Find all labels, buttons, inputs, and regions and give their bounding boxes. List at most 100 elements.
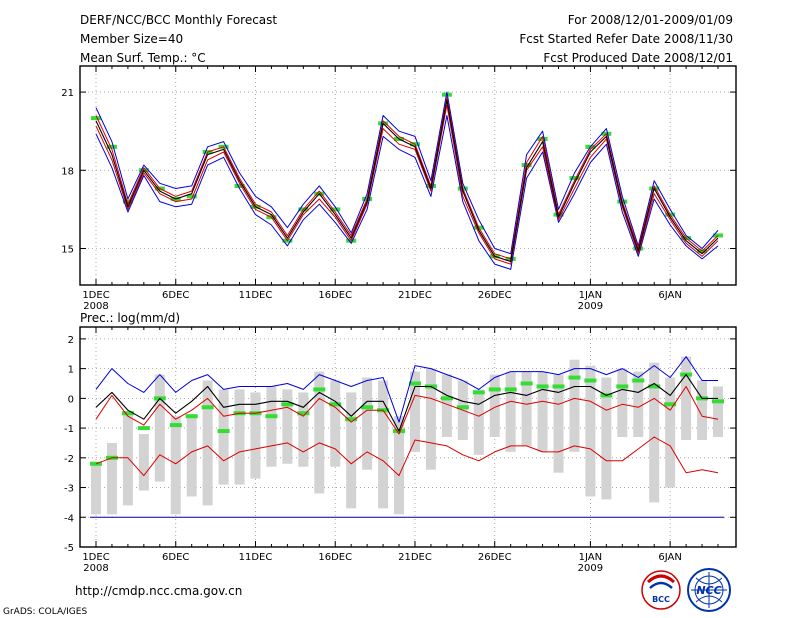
x-tick-label-7: 6JAN — [658, 552, 681, 563]
y-tick-label-5: 0 — [68, 394, 74, 405]
precip-box-32 — [585, 365, 596, 497]
svg-text:NCC: NCC — [696, 584, 721, 597]
x-tick-label-4: 21DEC — [398, 290, 432, 301]
obs-marker-precip-26 — [488, 387, 501, 392]
x-tick-year-6: 2009 — [578, 301, 603, 312]
precip-box-31 — [569, 359, 580, 452]
precip-box-39 — [697, 380, 708, 440]
precip-box-22 — [425, 368, 436, 470]
obs-marker-precip-17 — [345, 417, 358, 422]
precip-box-21 — [409, 371, 420, 452]
precip-box-4 — [138, 434, 149, 491]
y-tick-label-2: -3 — [64, 484, 74, 495]
x-tick-year-0: 2008 — [83, 301, 108, 312]
figure-title: DERF/NCC/BCC Monthly Forecast — [80, 13, 277, 27]
y-tick-label-6: 1 — [68, 365, 74, 376]
x-tick-label-3: 16DEC — [318, 290, 352, 301]
temp-spread-lower-line — [95, 104, 719, 265]
precip-box-40 — [713, 386, 723, 437]
obs-marker-precip-12 — [265, 414, 278, 419]
obs-marker-precip-24 — [456, 405, 469, 410]
precip-box-3 — [122, 413, 133, 506]
precip-box-10 — [234, 389, 245, 485]
precip-box-6 — [170, 416, 181, 515]
precip-box-2 — [106, 442, 117, 515]
forecast-produced-date: Fcst Produced Date 2008/12/01 — [543, 51, 733, 65]
precip-box-11 — [250, 392, 261, 479]
x-tick-label-2: 11DEC — [239, 552, 273, 563]
y-tick-label-3: -2 — [64, 454, 74, 465]
x-tick-label-5: 26DEC — [478, 552, 512, 563]
x-tick-label-7: 6JAN — [658, 290, 681, 301]
x-tick-label-1: 6DEC — [162, 290, 189, 301]
precip-spread-upper-line — [95, 386, 719, 435]
variable-label: Mean Surf. Temp.: °C — [80, 51, 206, 65]
y-tick-label-7: 2 — [68, 335, 74, 346]
obs-marker-temp-29 — [537, 137, 548, 141]
obs-marker-temp-1 — [91, 116, 101, 121]
y-tick-label-4: -1 — [64, 424, 74, 435]
grads-credit: GrADS: COLA/IGES — [3, 607, 87, 617]
obs-marker-precip-8 — [201, 405, 214, 410]
precip-box-23 — [441, 374, 452, 437]
temp-ensemble-mean-line — [95, 99, 719, 263]
forecast-period: For 2008/12/01-2009/01/09 — [568, 13, 733, 27]
obs-marker-precip-6 — [169, 423, 182, 428]
obs-marker-precip-31 — [568, 375, 581, 380]
temp-spread-upper-line — [95, 96, 719, 260]
precip-box-14 — [298, 392, 309, 467]
precip-box-7 — [186, 416, 197, 497]
obs-marker-precip-40 — [712, 399, 724, 404]
obs-marker-temp-2 — [106, 144, 117, 149]
obs-marker-precip-28 — [520, 381, 533, 386]
precip-ensemble-max-line — [95, 356, 718, 423]
y-tick-label-1: -4 — [64, 513, 74, 524]
x-tick-label-3: 16DEC — [318, 552, 352, 563]
temp-ensemble-min-line — [95, 115, 719, 270]
precip-box-18 — [362, 377, 373, 470]
precip-box-36 — [649, 362, 660, 503]
obs-marker-precip-15 — [313, 387, 326, 392]
precip-spread-lower-line — [95, 436, 719, 477]
obs-marker-precip-9 — [217, 429, 230, 434]
x-tick-label-6: 1JAN — [579, 290, 602, 301]
obs-marker-precip-29 — [536, 384, 549, 389]
obs-marker-temp-7 — [186, 194, 197, 199]
precip-box-12 — [266, 386, 277, 467]
bcc-logo: BCC — [641, 570, 681, 610]
obs-marker-temp-3 — [122, 199, 133, 204]
x-tick-year-0: 2008 — [83, 563, 108, 574]
source-url[interactable]: http://cmdp.ncc.cma.gov.cn — [75, 584, 242, 598]
plot-frame — [79, 65, 737, 286]
x-tick-label-5: 26DEC — [478, 290, 512, 301]
obs-marker-precip-7 — [185, 414, 198, 419]
precip-box-13 — [282, 389, 293, 464]
precip-box-20 — [394, 416, 405, 515]
precip-box-38 — [681, 356, 692, 440]
obs-marker-temp-10 — [234, 183, 245, 188]
precip-box-8 — [202, 380, 213, 506]
plot-frame — [79, 326, 737, 548]
precip-box-33 — [601, 377, 612, 500]
precip-box-9 — [218, 389, 229, 485]
precip-box-34 — [617, 368, 628, 437]
obs-marker-precip-13 — [281, 402, 294, 407]
x-tick-label-0: 1DEC — [82, 552, 109, 563]
obs-marker-precip-14 — [297, 411, 310, 416]
member-size: Member Size=40 — [80, 32, 183, 46]
y-tick-label-1: 18 — [61, 166, 74, 177]
obs-marker-precip-16 — [329, 402, 342, 407]
obs-marker-precip-37 — [664, 402, 677, 407]
ncc-logo: NCC — [687, 568, 731, 612]
precip-ensemble-mean-line — [95, 374, 718, 432]
x-tick-label-2: 11DEC — [239, 290, 273, 301]
obs-marker-temp-31 — [569, 176, 580, 181]
precip-box-28 — [521, 371, 532, 446]
temp-ensemble-max-line — [95, 91, 719, 255]
precip-box-19 — [378, 380, 389, 509]
y-tick-label-2: 21 — [61, 88, 74, 99]
obs-marker-precip-23 — [440, 396, 453, 401]
precip-box-5 — [154, 374, 165, 482]
x-tick-label-4: 21DEC — [398, 552, 432, 563]
